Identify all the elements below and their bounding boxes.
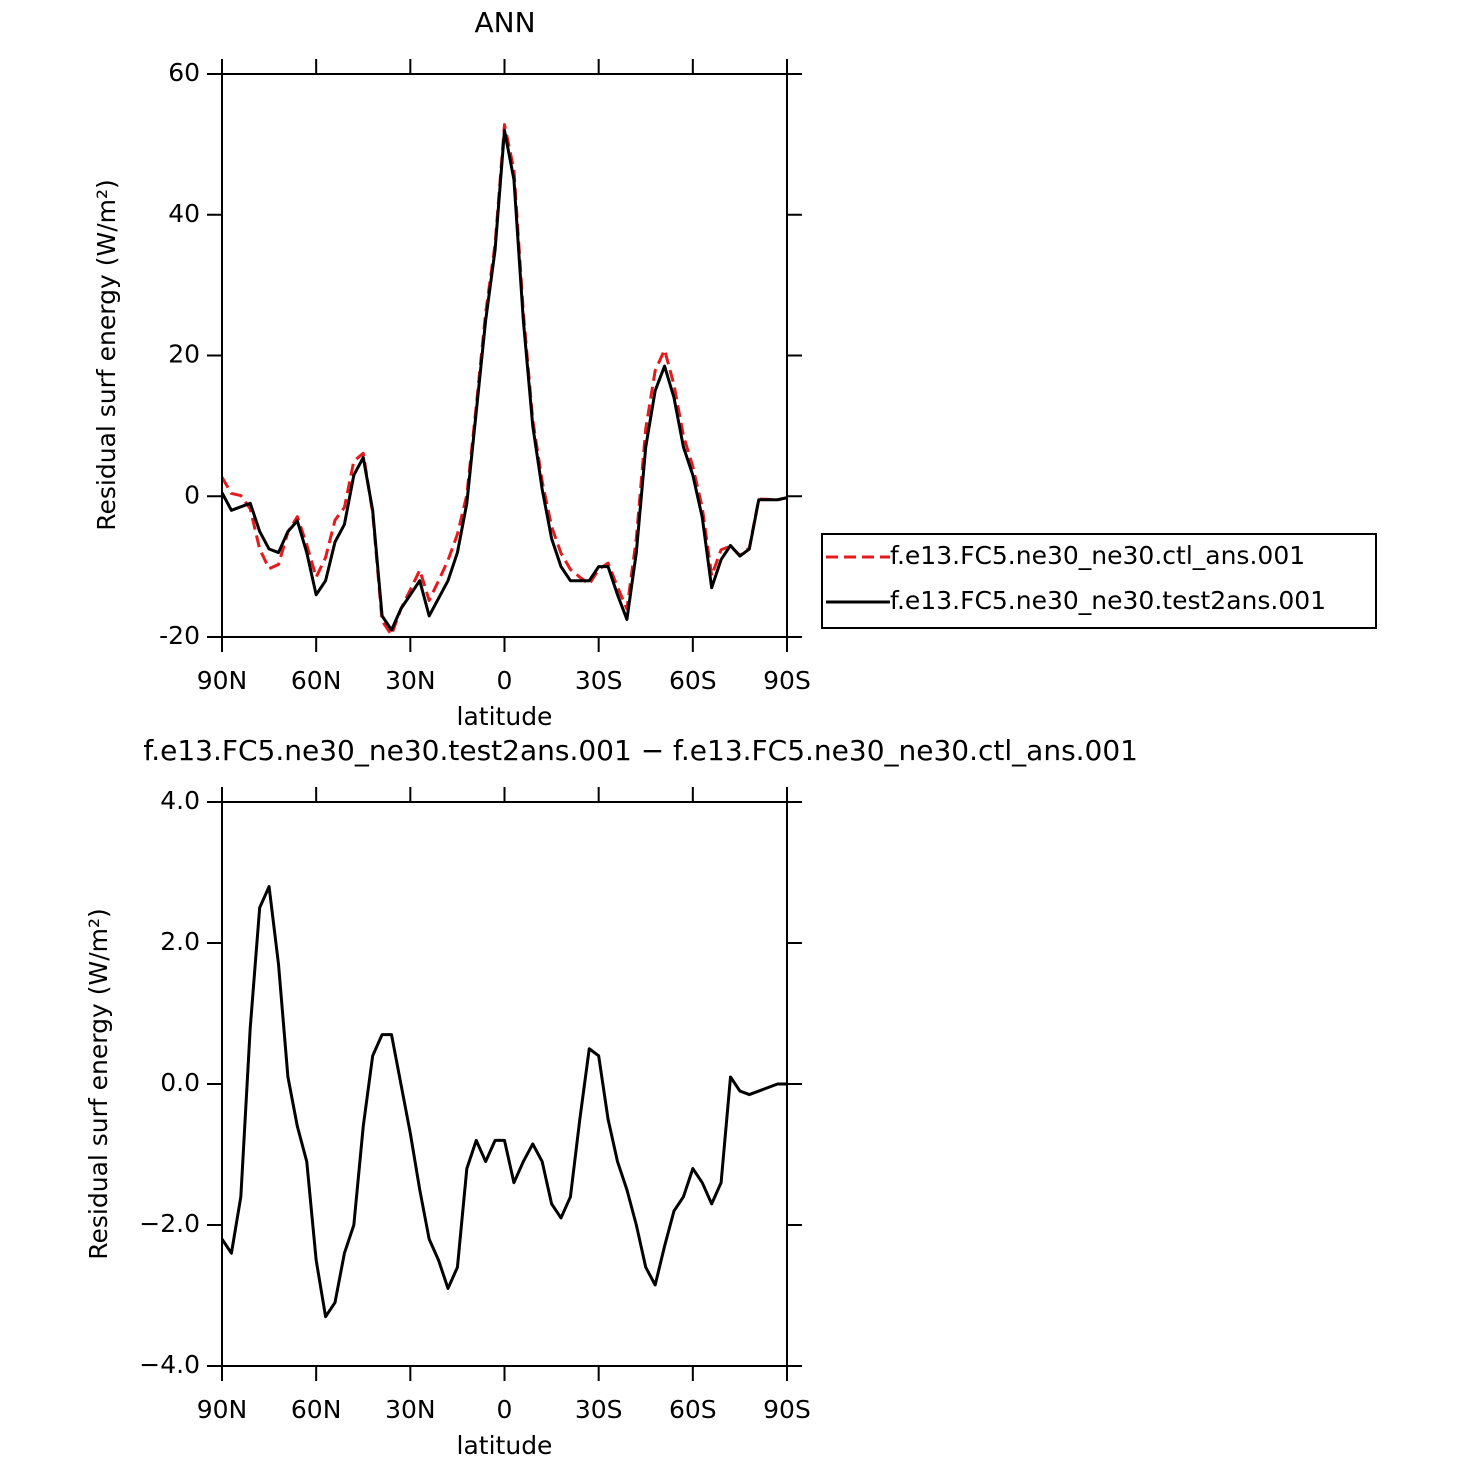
x-axis-label: latitude xyxy=(457,1431,553,1460)
y-tick-label: −2.0 xyxy=(139,1209,200,1238)
chart-title: ANN xyxy=(474,6,535,39)
y-tick-label: 4.0 xyxy=(160,786,200,815)
y-tick-label: 0 xyxy=(184,480,200,509)
x-tick-label: 60S xyxy=(669,1395,717,1424)
x-tick-label: 60N xyxy=(291,666,342,695)
x-tick-label: 60S xyxy=(669,666,717,695)
x-axis-label: latitude xyxy=(457,702,553,731)
x-tick-label: 60N xyxy=(291,1395,342,1424)
data-line xyxy=(220,885,787,1319)
x-tick-label: 90S xyxy=(763,666,811,695)
legend-label: f.e13.FC5.ne30_ne30.ctl_ans.001 xyxy=(890,541,1305,570)
x-tick-label: 90N xyxy=(197,666,248,695)
x-tick-label: 0 xyxy=(497,666,513,695)
x-tick-label: 0 xyxy=(497,1395,513,1424)
plot-frame xyxy=(221,73,788,638)
x-tick-label: 30N xyxy=(385,1395,436,1424)
x-tick-label: 90S xyxy=(763,1395,811,1424)
data-line xyxy=(220,128,788,632)
x-tick-label: 90N xyxy=(197,1395,248,1424)
y-tick-label: −4.0 xyxy=(139,1350,200,1379)
legend-box xyxy=(821,533,1377,629)
y-tick-label: 20 xyxy=(168,340,200,369)
x-tick-label: 30S xyxy=(575,666,623,695)
y-tick-label: 60 xyxy=(168,58,200,87)
y-axis-label: Residual surf energy (W/m²) xyxy=(92,179,121,531)
y-axis-label: Residual surf energy (W/m²) xyxy=(84,908,113,1260)
x-tick-label: 30N xyxy=(385,666,436,695)
chart-title: f.e13.FC5.ne30_ne30.test2ans.001 − f.e13… xyxy=(143,734,1138,767)
y-tick-label: 0.0 xyxy=(160,1068,200,1097)
plot-frame xyxy=(221,801,788,1367)
legend-label: f.e13.FC5.ne30_ne30.test2ans.001 xyxy=(890,586,1326,615)
y-tick-label: 40 xyxy=(168,199,200,228)
y-tick-label: -20 xyxy=(159,621,200,650)
y-tick-label: 2.0 xyxy=(160,927,200,956)
data-line xyxy=(220,123,788,637)
x-tick-label: 30S xyxy=(575,1395,623,1424)
